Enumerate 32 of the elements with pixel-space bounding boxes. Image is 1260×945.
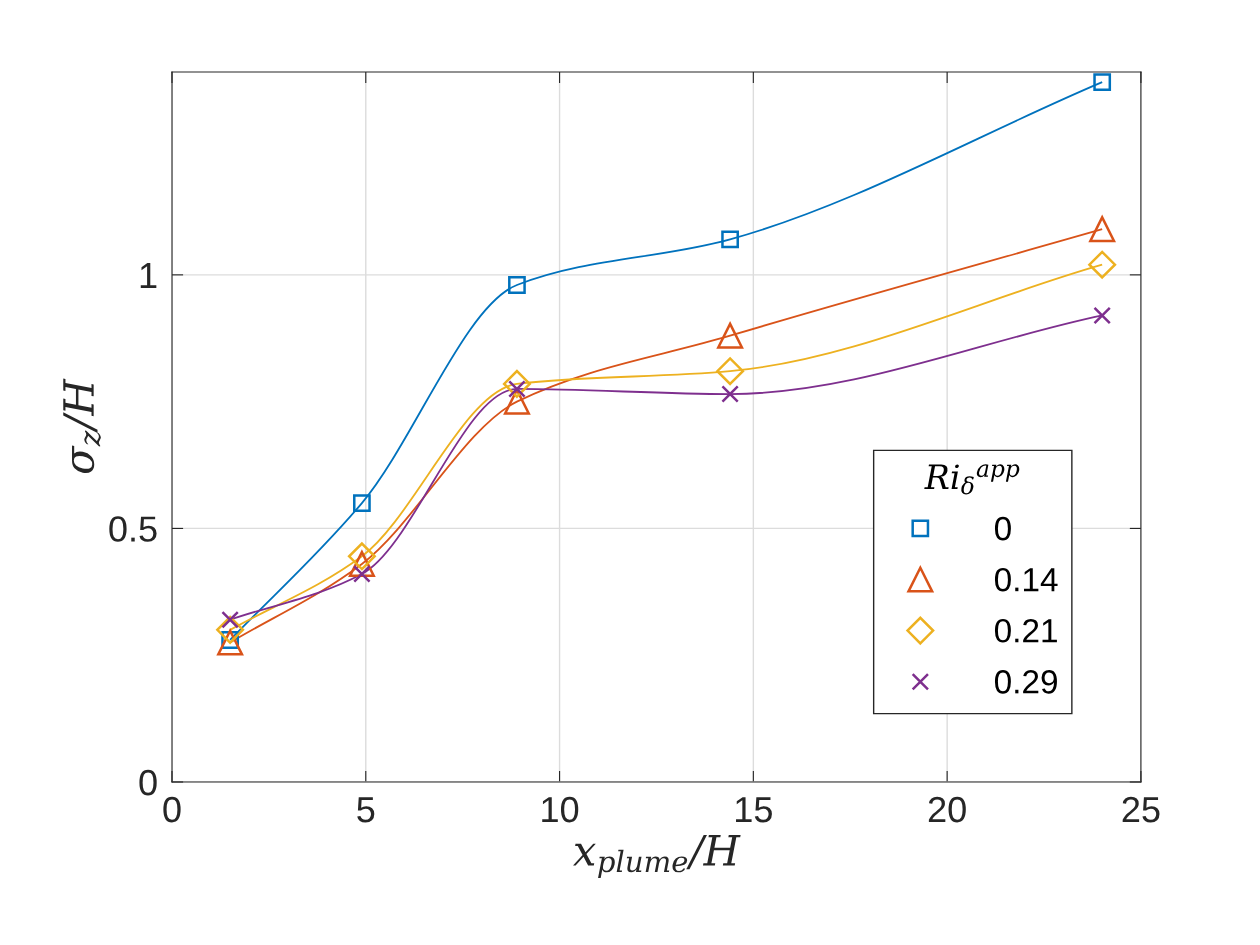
x-axis-title: x$_{plume}$/H [573,835,741,879]
point [217,629,244,656]
y-axis-title: σ$_{z}$/H [63,378,101,474]
point [1089,216,1116,243]
point [502,369,531,398]
point [1093,73,1112,92]
legend-label: 0.14 [994,567,1058,592]
x-tick-label: 20 [928,796,966,823]
point [721,230,739,249]
point [1088,250,1117,279]
point [353,565,371,583]
legend-label: 0.21 [994,618,1057,643]
point [721,385,739,403]
point [216,615,245,644]
point [716,357,745,386]
legend-label: 0 [994,516,1011,541]
point [347,542,376,571]
x-tick-label: 10 [542,796,579,823]
x-tick-label: 25 [1122,796,1160,823]
point [221,610,240,629]
x-tick-label: 15 [736,797,772,823]
point [1093,306,1112,325]
y-tick-label: 0 [139,769,157,796]
point [717,322,744,349]
point [508,276,526,294]
legend-label: 0.29 [994,670,1057,694]
point [353,494,371,512]
x-tick-label: 5 [357,797,375,823]
legend-title: Ri$_{δ}$$^{app}$ [924,464,1020,495]
y-tick-label: 0.5 [109,516,157,542]
x-tick-label: 0 [163,796,181,823]
y-tick-label: 1 [140,263,157,288]
